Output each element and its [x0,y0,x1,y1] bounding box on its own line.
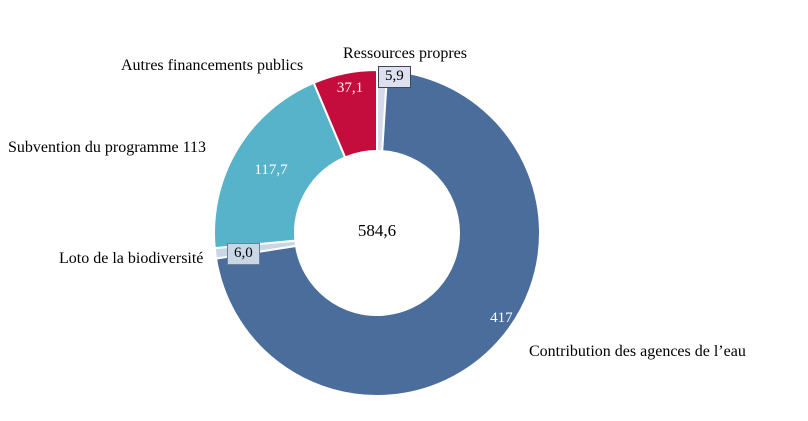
label-contribution-agences-eau: Contribution des agences de l’eau [529,343,746,360]
center-total: 584,6 [357,221,397,240]
value-contribution-agences-eau: 417,9 [490,310,524,326]
label-loto-biodiversite: Loto de la biodiversité [59,250,204,267]
donut-segment-3 [213,81,347,250]
value-callout-loto-biodiversite: 6,0 [227,243,260,265]
donut-segment-4 [312,68,378,159]
value-autres-financements-publics: 37,1 [336,80,364,96]
donut-segment-1 [214,69,541,397]
value-subvention-programme-113: 117,7 [254,162,288,178]
label-autres-financements-publics: Autres financements publics [121,57,304,74]
label-subvention-programme-113: Subvention du programme 113 [8,139,207,156]
value-callout-ressources-propres: 5,9 [378,66,411,88]
label-ressources-propres: Ressources propres [343,45,467,62]
